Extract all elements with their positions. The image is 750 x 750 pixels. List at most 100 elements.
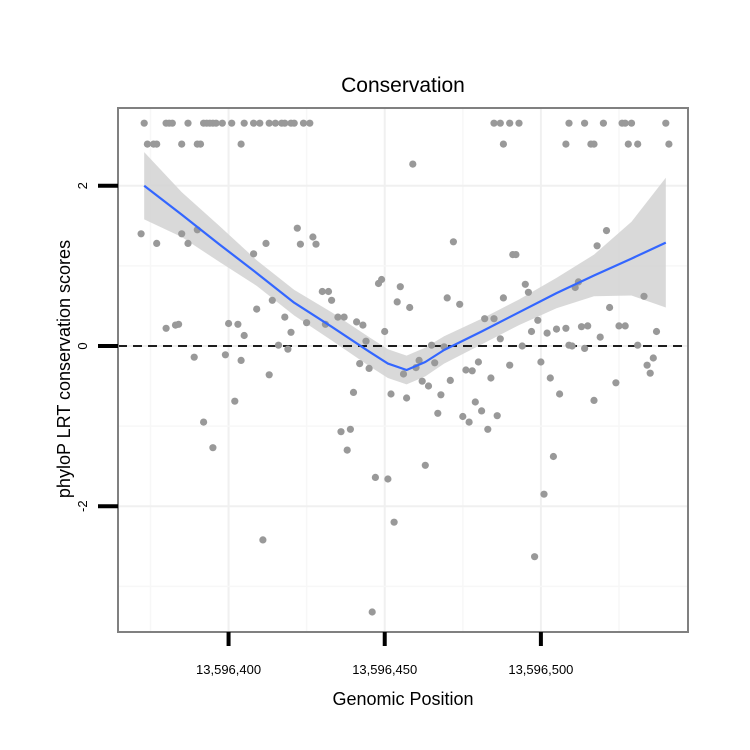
data-point xyxy=(284,345,292,353)
data-point xyxy=(568,342,576,350)
data-point xyxy=(415,356,423,364)
data-point xyxy=(602,227,611,235)
data-point xyxy=(424,382,433,390)
data-point xyxy=(634,341,642,349)
data-point xyxy=(271,119,279,127)
data-point xyxy=(459,412,467,421)
data-point xyxy=(527,327,536,336)
data-point xyxy=(390,518,398,526)
plot-frame xyxy=(117,107,689,633)
data-point xyxy=(418,377,426,385)
data-point xyxy=(577,323,586,331)
data-point xyxy=(293,224,301,232)
data-point xyxy=(200,418,208,426)
data-point xyxy=(421,461,429,469)
data-point xyxy=(399,370,408,378)
data-point xyxy=(521,280,529,288)
data-point xyxy=(312,240,320,248)
data-point xyxy=(621,322,629,330)
data-point xyxy=(349,388,358,396)
data-point xyxy=(524,288,533,296)
data-point xyxy=(231,397,239,405)
data-point xyxy=(274,341,283,349)
data-point xyxy=(562,324,570,332)
data-point xyxy=(643,361,651,369)
data-point xyxy=(590,396,598,404)
data-point xyxy=(484,425,492,433)
data-point xyxy=(234,320,242,328)
y-tick-label: 2 xyxy=(75,182,90,189)
data-point xyxy=(221,351,229,359)
data-point xyxy=(640,292,648,300)
data-points xyxy=(137,119,673,616)
data-point xyxy=(543,329,551,337)
x-axis-label: Genomic Position xyxy=(332,689,473,709)
data-point xyxy=(337,428,345,436)
data-point xyxy=(287,328,295,336)
x-tick-label: 13,596,400 xyxy=(196,662,261,677)
x-tick-label: 13,596,500 xyxy=(508,662,573,677)
data-point xyxy=(346,425,354,433)
y-axis-label: phyloP LRT conservation scores xyxy=(54,240,74,498)
data-point xyxy=(546,374,554,382)
data-point xyxy=(456,300,464,308)
data-point xyxy=(515,119,523,127)
data-point xyxy=(534,316,542,324)
data-point xyxy=(506,119,514,127)
data-point xyxy=(209,444,217,452)
data-point xyxy=(493,412,501,420)
data-point xyxy=(237,140,245,148)
data-point xyxy=(334,313,342,321)
data-point xyxy=(562,140,570,148)
data-point xyxy=(225,319,233,328)
data-point xyxy=(178,140,186,148)
data-point xyxy=(465,418,473,426)
data-point xyxy=(624,140,632,148)
data-point xyxy=(540,490,548,498)
data-point xyxy=(615,322,623,330)
data-point xyxy=(143,140,151,148)
data-point xyxy=(253,305,261,313)
data-point xyxy=(431,359,439,367)
data-point xyxy=(318,287,326,296)
data-point xyxy=(140,119,148,127)
data-point xyxy=(343,446,351,454)
data-point xyxy=(175,320,183,328)
data-point xyxy=(365,364,373,372)
data-point xyxy=(474,358,482,366)
data-point xyxy=(190,353,198,361)
data-point xyxy=(384,475,392,483)
data-point xyxy=(396,283,404,291)
data-point xyxy=(240,119,248,127)
data-point xyxy=(237,356,245,364)
data-point xyxy=(371,473,379,481)
data-point xyxy=(356,360,364,368)
data-point xyxy=(387,390,395,398)
data-point xyxy=(490,119,498,127)
smooth-fit-line xyxy=(143,184,667,372)
data-point xyxy=(256,119,264,127)
data-point xyxy=(478,407,486,415)
data-point xyxy=(178,230,186,238)
data-point xyxy=(265,371,273,379)
data-point xyxy=(324,287,333,296)
data-point xyxy=(290,119,298,127)
data-point xyxy=(552,325,561,333)
data-point xyxy=(281,313,289,321)
data-point xyxy=(393,298,401,306)
y-tick-label: -2 xyxy=(75,500,90,512)
data-point xyxy=(468,367,476,375)
data-point xyxy=(499,294,507,302)
x-axis-ticks: 13,596,400 13,596,450 13,596,500 xyxy=(196,632,573,677)
data-point xyxy=(299,119,308,127)
data-point xyxy=(665,140,673,148)
data-point xyxy=(496,335,504,343)
data-point xyxy=(662,119,670,127)
data-point xyxy=(581,119,589,127)
confidence-band xyxy=(144,152,666,385)
data-point xyxy=(634,140,642,148)
data-point xyxy=(218,119,226,127)
data-point xyxy=(340,313,348,321)
data-point xyxy=(512,251,520,259)
data-point xyxy=(359,321,367,329)
